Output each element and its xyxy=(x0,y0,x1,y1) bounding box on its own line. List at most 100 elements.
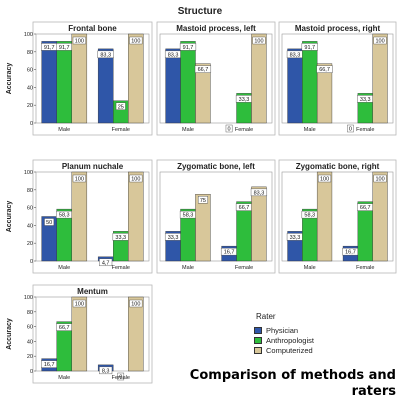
category-label-zygomatic-bone-right-male: Male xyxy=(304,265,316,271)
value-label-box-mastoid-process-left-female-physician xyxy=(225,124,233,133)
bar-mastoid-process-left-female-computerized xyxy=(251,33,267,124)
bar-mastoid-process-right-male-computerized xyxy=(316,63,333,124)
bar-mastoid-process-left-male-computerized xyxy=(195,63,211,124)
value-label-mentum-female-physician: 8,3 xyxy=(102,368,110,374)
legend-swatch-computerized xyxy=(254,346,262,354)
category-label-planum-nuchale-male: Male xyxy=(58,265,70,271)
value-label-box-zygomatic-bone-right-male-computerized xyxy=(318,174,332,183)
value-label-zygomatic-bone-left-male-physician: 33,3 xyxy=(168,235,179,241)
value-label-box-mastoid-process-right-male-anthropologist xyxy=(301,43,318,51)
y-axis-title-mentum: Accuracy xyxy=(6,318,13,350)
y-tick-label-mentum: 60 xyxy=(27,325,33,331)
value-label-zygomatic-bone-right-male-physician: 33,3 xyxy=(290,235,301,241)
bar-frontal-bone-male-physician xyxy=(41,41,57,124)
plot-area-frontal-bone xyxy=(35,33,150,124)
category-label-mentum-female: Female xyxy=(112,375,130,381)
y-tick-label-frontal-bone: 20 xyxy=(27,103,33,109)
value-label-box-planum-nuchale-female-computerized xyxy=(129,174,143,183)
panel-title-mastoid-process-left: Mastoid process, left xyxy=(176,24,256,33)
plot-area-zygomatic-bone-left xyxy=(159,171,273,262)
value-label-mentum-female-computerized: 100 xyxy=(131,302,140,308)
plot-area-mentum xyxy=(35,296,150,372)
value-label-zygomatic-bone-right-female-physician: 16,7 xyxy=(345,250,356,256)
category-label-zygomatic-bone-right-female: Female xyxy=(356,265,374,271)
value-label-box-mastoid-process-right-female-physician xyxy=(347,124,354,133)
bar-mastoid-process-right-male-physician xyxy=(287,48,303,124)
value-label-box-zygomatic-bone-left-female-computerized xyxy=(250,188,268,197)
panel-title-planum-nuchale: Planum nuchale xyxy=(62,162,124,171)
panel-title-zygomatic-bone-left: Zygomatic bone, left xyxy=(177,162,255,171)
value-label-mastoid-process-right-female-computerized: 100 xyxy=(375,39,384,45)
y-tick-label-mentum: 40 xyxy=(27,339,33,345)
y-tick-label-frontal-bone: 40 xyxy=(27,85,33,91)
value-label-zygomatic-bone-right-male-computerized: 100 xyxy=(320,177,329,183)
value-label-planum-nuchale-female-anthropologist: 33,3 xyxy=(115,235,126,241)
y-tick-label-planum-nuchale: 0 xyxy=(30,259,33,265)
value-label-box-mentum-female-anthropologist xyxy=(117,372,125,381)
plot-area-zygomatic-bone-right xyxy=(281,171,394,262)
value-label-box-zygomatic-bone-right-female-computerized xyxy=(373,174,387,183)
bar-zygomatic-bone-right-male-computerized xyxy=(316,171,333,262)
value-label-mentum-male-anthropologist: 66,7 xyxy=(59,325,70,331)
legend-item-computerized: Computerized xyxy=(254,345,374,355)
value-label-frontal-bone-male-anthropologist: 91,7 xyxy=(59,45,70,51)
bar-zygomatic-bone-left-male-computerized xyxy=(195,194,211,262)
value-label-frontal-bone-male-physician: 91,7 xyxy=(44,45,55,51)
category-label-mastoid-process-left-female: Female xyxy=(235,127,253,133)
bar-mentum-female-computerized xyxy=(128,296,144,372)
bar-mastoid-process-left-male-anthropologist xyxy=(180,41,196,124)
y-tick-label-mentum: 0 xyxy=(30,369,33,375)
plot-area-mastoid-process-right xyxy=(281,33,394,124)
value-label-box-frontal-bone-female-computerized xyxy=(129,36,143,45)
y-tick-label-planum-nuchale: 100 xyxy=(24,170,33,176)
legend-swatch-anthropologist xyxy=(254,336,262,344)
y-tick-label-mentum: 80 xyxy=(27,310,33,316)
legend-item-anthropologist: Anthropologist xyxy=(254,335,374,345)
value-label-mastoid-process-left-female-physician: 0 xyxy=(228,127,231,133)
value-label-zygomatic-bone-left-female-physician: 16,7 xyxy=(224,250,235,256)
value-label-box-mastoid-process-left-female-computerized xyxy=(252,36,266,45)
bar-frontal-bone-female-physician xyxy=(97,48,114,124)
caption: Comparison of methods and raters xyxy=(189,368,396,399)
y-tick-label-frontal-bone: 100 xyxy=(24,32,33,38)
y-tick-label-frontal-bone: 60 xyxy=(27,68,33,74)
bar-mastoid-process-left-male-physician xyxy=(165,48,181,124)
value-label-mentum-male-computerized: 100 xyxy=(75,302,84,308)
y-tick-label-mentum: 100 xyxy=(24,295,33,301)
bar-planum-nuchale-male-computerized xyxy=(71,171,88,262)
category-label-mastoid-process-right-male: Male xyxy=(304,127,316,133)
bar-zygomatic-bone-right-female-computerized xyxy=(372,171,388,262)
value-label-box-mentum-male-computerized xyxy=(72,299,86,308)
bar-frontal-bone-female-computerized xyxy=(128,33,144,124)
plot-area-mastoid-process-left xyxy=(159,33,273,124)
value-label-mentum-male-physician: 16,7 xyxy=(44,362,55,368)
value-label-mentum-female-anthropologist: 0 xyxy=(119,375,122,381)
bar-frontal-bone-male-anthropologist xyxy=(56,41,72,124)
value-label-box-zygomatic-bone-left-male-computerized xyxy=(198,196,208,204)
category-label-zygomatic-bone-left-male: Male xyxy=(182,265,194,271)
y-axis-title-planum-nuchale: Accuracy xyxy=(6,201,13,233)
bar-planum-nuchale-female-computerized xyxy=(128,171,144,262)
y-tick-label-frontal-bone: 0 xyxy=(30,121,33,127)
value-label-box-planum-nuchale-female-physician xyxy=(99,258,113,267)
value-label-planum-nuchale-male-physician: 50 xyxy=(46,220,52,226)
category-label-frontal-bone-male: Male xyxy=(58,127,70,133)
value-label-frontal-bone-female-physician: 83,3 xyxy=(100,52,111,58)
value-label-planum-nuchale-male-anthropologist: 58,3 xyxy=(59,213,70,219)
panel-title-mastoid-process-right: Mastoid process, right xyxy=(295,24,381,33)
legend-title: Rater xyxy=(256,312,276,321)
value-label-mastoid-process-left-female-anthropologist: 33,3 xyxy=(239,97,250,103)
value-label-mastoid-process-left-male-computerized: 66,7 xyxy=(198,67,209,73)
category-label-planum-nuchale-female: Female xyxy=(112,265,130,271)
value-label-mastoid-process-right-male-anthropologist: 91,7 xyxy=(304,45,315,51)
category-label-mastoid-process-right-female: Female xyxy=(356,127,374,133)
value-label-box-mastoid-process-right-male-computerized xyxy=(316,65,333,73)
bar-mastoid-process-right-female-computerized xyxy=(372,33,388,124)
y-tick-label-frontal-bone: 80 xyxy=(27,50,33,56)
value-label-planum-nuchale-male-computerized: 100 xyxy=(75,177,84,183)
legend-label-physician: Physician xyxy=(266,325,299,335)
value-label-box-frontal-bone-female-anthropologist xyxy=(115,102,126,110)
value-label-box-frontal-bone-male-computerized xyxy=(72,36,86,45)
value-label-frontal-bone-female-anthropologist: 25 xyxy=(118,104,124,110)
panel-title-zygomatic-bone-right: Zygomatic bone, right xyxy=(296,162,380,171)
